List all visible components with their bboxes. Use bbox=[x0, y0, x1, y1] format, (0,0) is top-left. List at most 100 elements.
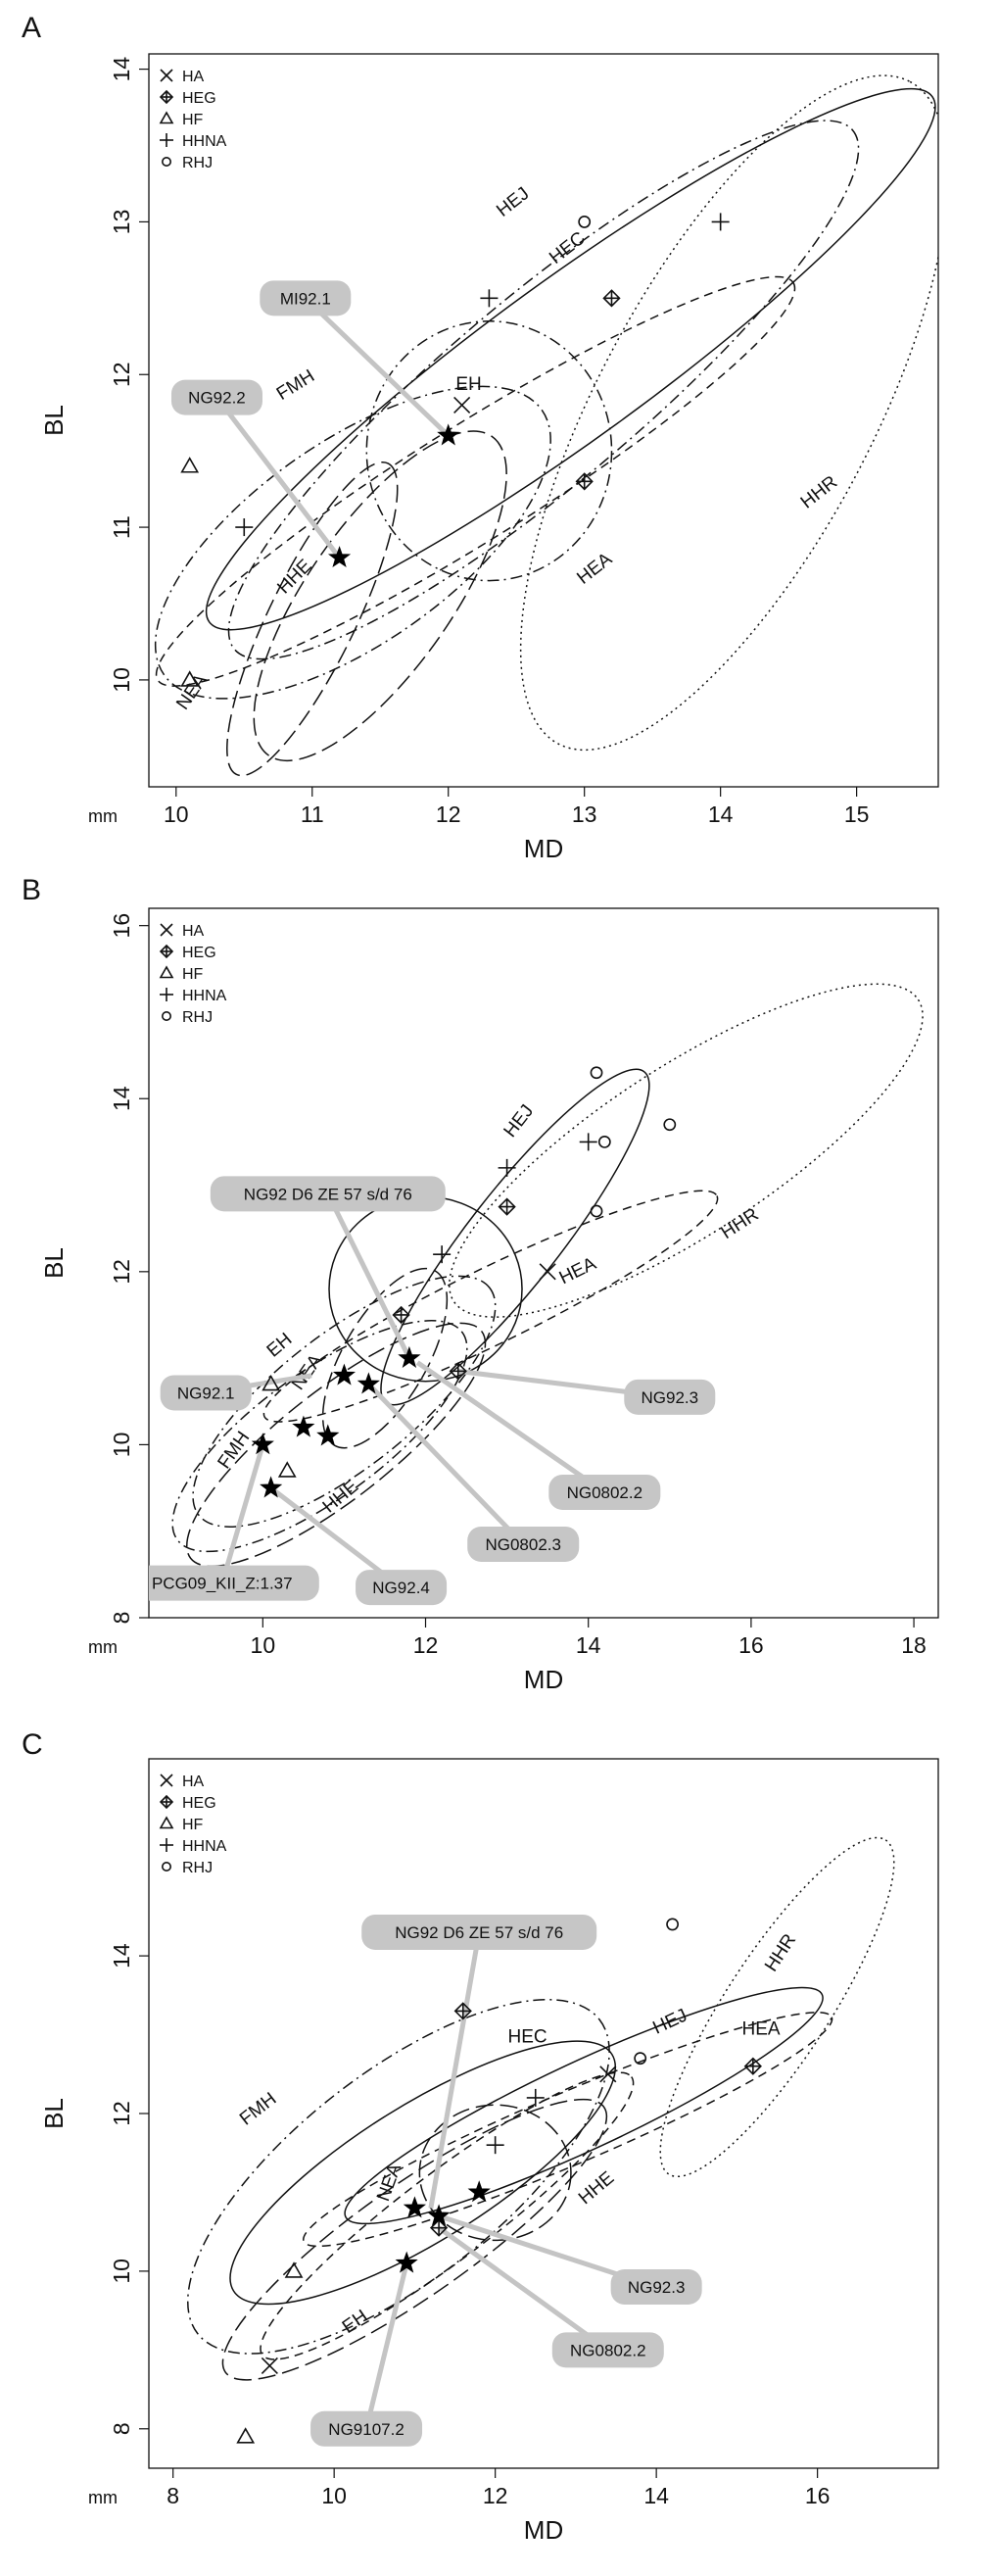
chart-c: C 8 10 12 14 16 8 10 12 14 MD BL mm FMH HEC HEJ HEA HHR EH… bbox=[22, 1728, 939, 2545]
ellipse-label: HEJ bbox=[493, 183, 533, 221]
y-tick-label: 14 bbox=[109, 57, 134, 82]
data-point-triangle bbox=[277, 1461, 297, 1478]
ellipse-label: HEC bbox=[507, 2027, 547, 2048]
data-point-diamond-plus bbox=[575, 472, 594, 491]
plot-frame bbox=[148, 53, 939, 788]
y-tick-label: 8 bbox=[109, 1612, 134, 1625]
callout-label: NG92.1 bbox=[177, 1384, 235, 1402]
ellipse-label: HEA bbox=[742, 2019, 781, 2040]
data-point-star bbox=[327, 546, 352, 568]
data-point-star bbox=[437, 423, 460, 446]
data-point-star bbox=[357, 1372, 380, 1394]
ellipse-hec bbox=[328, 1195, 523, 1383]
callout-box bbox=[610, 2268, 702, 2305]
callout-box bbox=[160, 1375, 252, 1411]
ellipse-label: EH bbox=[339, 2306, 372, 2337]
y-tick-label: 14 bbox=[109, 1943, 134, 1968]
y-tick-label: 11 bbox=[109, 515, 134, 539]
data-point-plus bbox=[526, 2088, 545, 2107]
x-axis-label: MD bbox=[524, 1665, 563, 1694]
x-tick-label: 11 bbox=[301, 802, 324, 827]
data-point-x bbox=[453, 396, 471, 413]
callout-label: NG92 D6 ZE 57 s/d 76 bbox=[244, 1185, 412, 1203]
ellipse-hej bbox=[380, 1068, 650, 1406]
x-tick-label: 10 bbox=[164, 802, 189, 827]
ellipse-hec bbox=[229, 2040, 617, 2306]
y-axis-label: BL bbox=[39, 2098, 69, 2129]
data-point-diamond-plus bbox=[392, 1305, 410, 1325]
ellipse-label: HHR bbox=[797, 472, 841, 513]
data-point-triangle bbox=[180, 670, 200, 687]
legend-label: HHNA bbox=[182, 1838, 227, 1855]
callout-line bbox=[428, 1931, 482, 2209]
legend: HA HEG HF HHNA RHJ bbox=[159, 1774, 227, 1876]
ellipse-label: HHR bbox=[718, 1204, 763, 1243]
data-point-circle bbox=[590, 1066, 603, 1080]
callout-label: NG92.3 bbox=[628, 2278, 686, 2297]
legend-marker-diamond-plus bbox=[159, 944, 174, 959]
callout-box bbox=[361, 1914, 597, 1950]
callout-label: NG92.2 bbox=[188, 389, 246, 408]
legend-label: HHNA bbox=[182, 988, 227, 1004]
data-point-plus bbox=[498, 1158, 516, 1177]
ellipse-hej bbox=[344, 1986, 824, 2225]
x-tick-label: 12 bbox=[436, 802, 461, 827]
data-point-star bbox=[332, 1363, 357, 1385]
ellipse-label: HHE bbox=[273, 556, 315, 598]
legend-label: RHJ bbox=[182, 155, 213, 171]
x-tick-label: 14 bbox=[643, 2483, 669, 2508]
legend-marker-x bbox=[160, 923, 173, 937]
ellipse-label: EH bbox=[263, 1330, 297, 1362]
legend-marker-plus bbox=[160, 988, 173, 1001]
callout-label: NG92 D6 ZE 57 s/d 76 bbox=[395, 1923, 563, 1942]
ellipse-label: HEC bbox=[546, 228, 590, 268]
legend-label: HA bbox=[182, 1774, 205, 1790]
callout-line bbox=[366, 1382, 526, 1546]
ellipse-label: HHE bbox=[319, 1477, 362, 1518]
legend-marker-triangle bbox=[159, 1816, 174, 1829]
callout-line bbox=[363, 2262, 409, 2430]
legend-marker-circle bbox=[162, 157, 172, 168]
callout-line bbox=[304, 296, 451, 438]
callout-label: MI92.1 bbox=[280, 289, 331, 308]
ellipse-nea bbox=[418, 2104, 572, 2242]
data-point-diamond-plus bbox=[449, 1362, 467, 1381]
plot-area: HHRHEJHECHEAEHNEAFMHHHENG92 D6 ZE 57 s/d… bbox=[149, 983, 924, 1606]
data-point-star bbox=[395, 2251, 418, 2273]
ellipse-hec bbox=[205, 87, 936, 631]
data-point-circle bbox=[597, 1135, 611, 1148]
chart-b: B1012141618810121416MDBLmmHHRHEJHECHEAEH… bbox=[22, 874, 939, 1694]
callout-line bbox=[219, 1443, 265, 1584]
ellipse-hea bbox=[155, 275, 796, 687]
ellipse-nea bbox=[226, 461, 399, 777]
ellipse-label: HEA bbox=[573, 549, 616, 589]
ellipse-label: NEA bbox=[373, 2161, 405, 2204]
data-point-plus bbox=[433, 1245, 452, 1264]
ellipse-hhe bbox=[185, 1322, 487, 1568]
data-point-star bbox=[260, 1476, 283, 1498]
callout-box bbox=[310, 2410, 423, 2447]
data-point-x bbox=[539, 1263, 556, 1281]
legend-marker-x bbox=[160, 1774, 173, 1787]
x-tick-label: 8 bbox=[166, 2483, 179, 2508]
ellipse-hhr bbox=[659, 1836, 895, 2178]
data-point-star bbox=[398, 1345, 421, 1368]
ellipse-hhe bbox=[253, 430, 507, 762]
unit-label: mm bbox=[88, 806, 118, 826]
legend-marker-diamond-plus bbox=[159, 89, 174, 105]
unit-label: mm bbox=[88, 1637, 118, 1657]
callout-box bbox=[624, 1379, 716, 1415]
legend-marker-circle bbox=[162, 1011, 172, 1022]
x-tick-label: 14 bbox=[576, 1632, 601, 1658]
ellipse-label: HEJ bbox=[650, 2005, 690, 2038]
data-point-circle bbox=[634, 2052, 647, 2066]
data-point-diamond-plus bbox=[743, 2057, 762, 2075]
y-axis-label: BL bbox=[39, 405, 69, 436]
callout-line bbox=[437, 2225, 610, 2353]
data-point-circle bbox=[666, 1918, 679, 1931]
ellipse-fmh bbox=[186, 1999, 610, 2355]
callout-box bbox=[467, 1526, 580, 1562]
data-point-plus bbox=[579, 1133, 597, 1151]
panel-label: A bbox=[22, 12, 41, 44]
panel-c: C 8 10 12 14 16 8 10 12 14 MD BL mm FMH HEC HEJ HEA HHR EH… bbox=[0, 1717, 999, 2571]
